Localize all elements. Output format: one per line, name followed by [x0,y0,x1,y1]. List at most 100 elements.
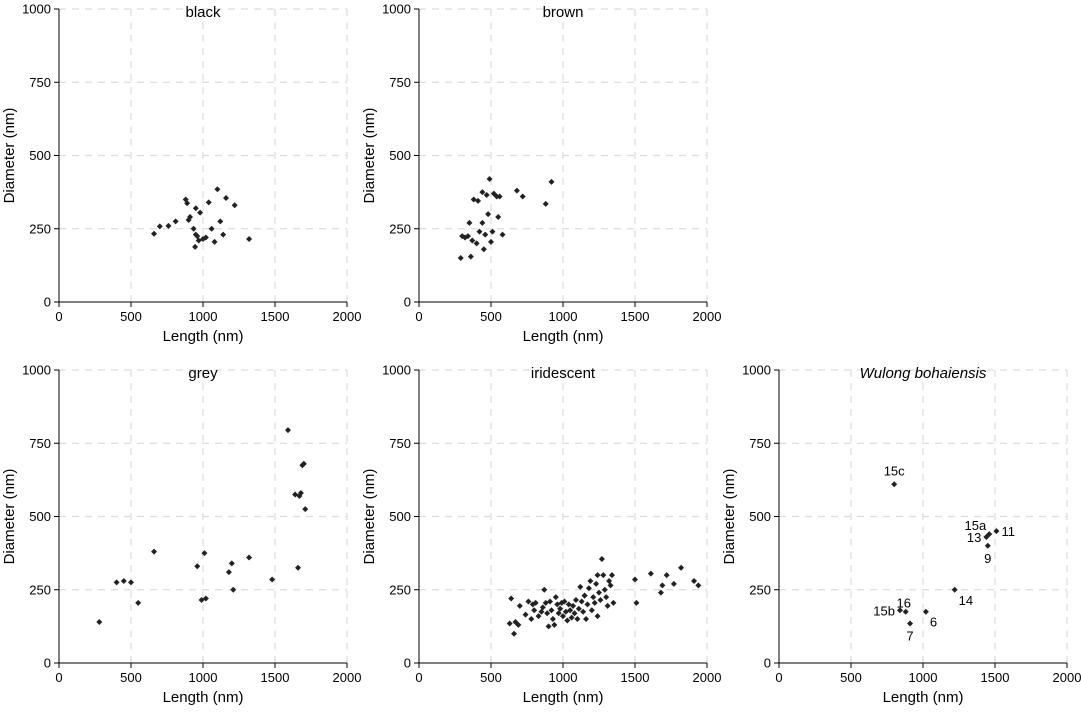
data-point [211,238,218,245]
data-point [519,193,526,200]
x-axis-title: Length (nm) [163,328,244,345]
y-tick-label: 750 [29,436,51,451]
data-point [135,599,142,606]
data-point [581,592,588,599]
data-point [542,200,549,207]
data-point [151,548,158,555]
data-point [577,583,584,590]
y-axis-title: Diameter (nm) [1,469,18,565]
point-label: 7 [906,628,913,643]
data-point [951,586,958,593]
data-point [528,616,535,623]
data-point [557,605,564,612]
data-point [184,200,191,207]
data-point [516,602,523,609]
point-label: 16 [896,596,910,611]
data-point [246,554,253,561]
point-label: 15c [884,463,905,478]
data-point [590,594,597,601]
x-tick-label: 0 [415,309,422,324]
y-tick-label: 1000 [742,363,771,378]
data-point [194,563,201,570]
x-tick-label: 1000 [189,309,218,324]
data-point [223,194,230,201]
y-tick-label: 0 [44,295,51,310]
data-point [587,577,594,584]
data-point [670,580,677,587]
data-point [128,579,134,586]
data-point [489,228,496,235]
y-tick-label: 0 [44,656,51,671]
data-point [511,630,518,637]
x-tick-label: 500 [480,670,502,685]
x-tick-label: 0 [55,309,62,324]
data-point [695,582,702,589]
data-point [515,621,522,628]
x-tick-label: 1500 [621,670,650,685]
y-tick-label: 500 [389,509,411,524]
data-point [269,576,276,583]
point-label: 11 [1001,524,1015,539]
point-label: 15b [873,603,895,618]
data-point [192,243,199,250]
data-point [593,580,600,587]
data-point [601,586,608,593]
y-axis-title: Diameter (nm) [361,469,378,565]
data-point [113,579,120,586]
y-tick-label: 250 [749,582,771,597]
y-tick-label: 500 [29,148,51,163]
data-point [230,586,237,593]
data-point [192,205,199,212]
data-point [580,608,587,615]
data-point [476,228,483,235]
data-point [647,570,654,577]
data-point [192,231,199,238]
y-tick-label: 250 [29,582,51,597]
y-tick-label: 750 [749,436,771,451]
y-tick-label: 0 [404,656,411,671]
data-point [202,595,209,602]
x-tick-label: 500 [480,309,502,324]
data-point [506,620,513,627]
x-tick-label: 2000 [333,309,362,324]
data-point [535,613,542,620]
x-tick-label: 1500 [261,309,290,324]
data-point [561,598,568,605]
data-point [120,577,127,584]
data-point [983,534,990,541]
data-point [585,585,592,592]
data-point [473,240,480,247]
data-point [548,178,555,185]
y-tick-label: 250 [29,221,51,236]
data-point [469,237,476,244]
data-point [208,225,215,232]
data-point [532,599,539,606]
point-label: 14 [959,593,973,608]
y-axis-title: Diameter (nm) [361,108,378,204]
panel-4: 0 500 1000 1500 2000 0 250 500 750 1000 Length (nm… [721,363,1081,707]
data-point [896,607,903,614]
data-point [663,572,670,579]
data-point [600,572,607,579]
y-tick-label: 1000 [22,363,51,378]
data-point [172,218,179,225]
x-tick-label: 1000 [189,670,218,685]
point-label: 9 [984,551,991,566]
data-point [574,616,581,623]
data-point [572,597,579,604]
y-tick-label: 500 [389,148,411,163]
data-point [610,599,617,606]
data-point [228,560,235,567]
y-tick-label: 0 [764,656,771,671]
data-point [185,216,192,223]
y-axis-title: Diameter (nm) [721,469,738,565]
data-point [495,214,502,221]
data-point [486,175,493,182]
data-point [902,608,909,615]
x-axis-title: Length (nm) [163,689,244,706]
data-point [591,599,598,606]
data-point [657,589,664,596]
data-point [567,607,574,614]
